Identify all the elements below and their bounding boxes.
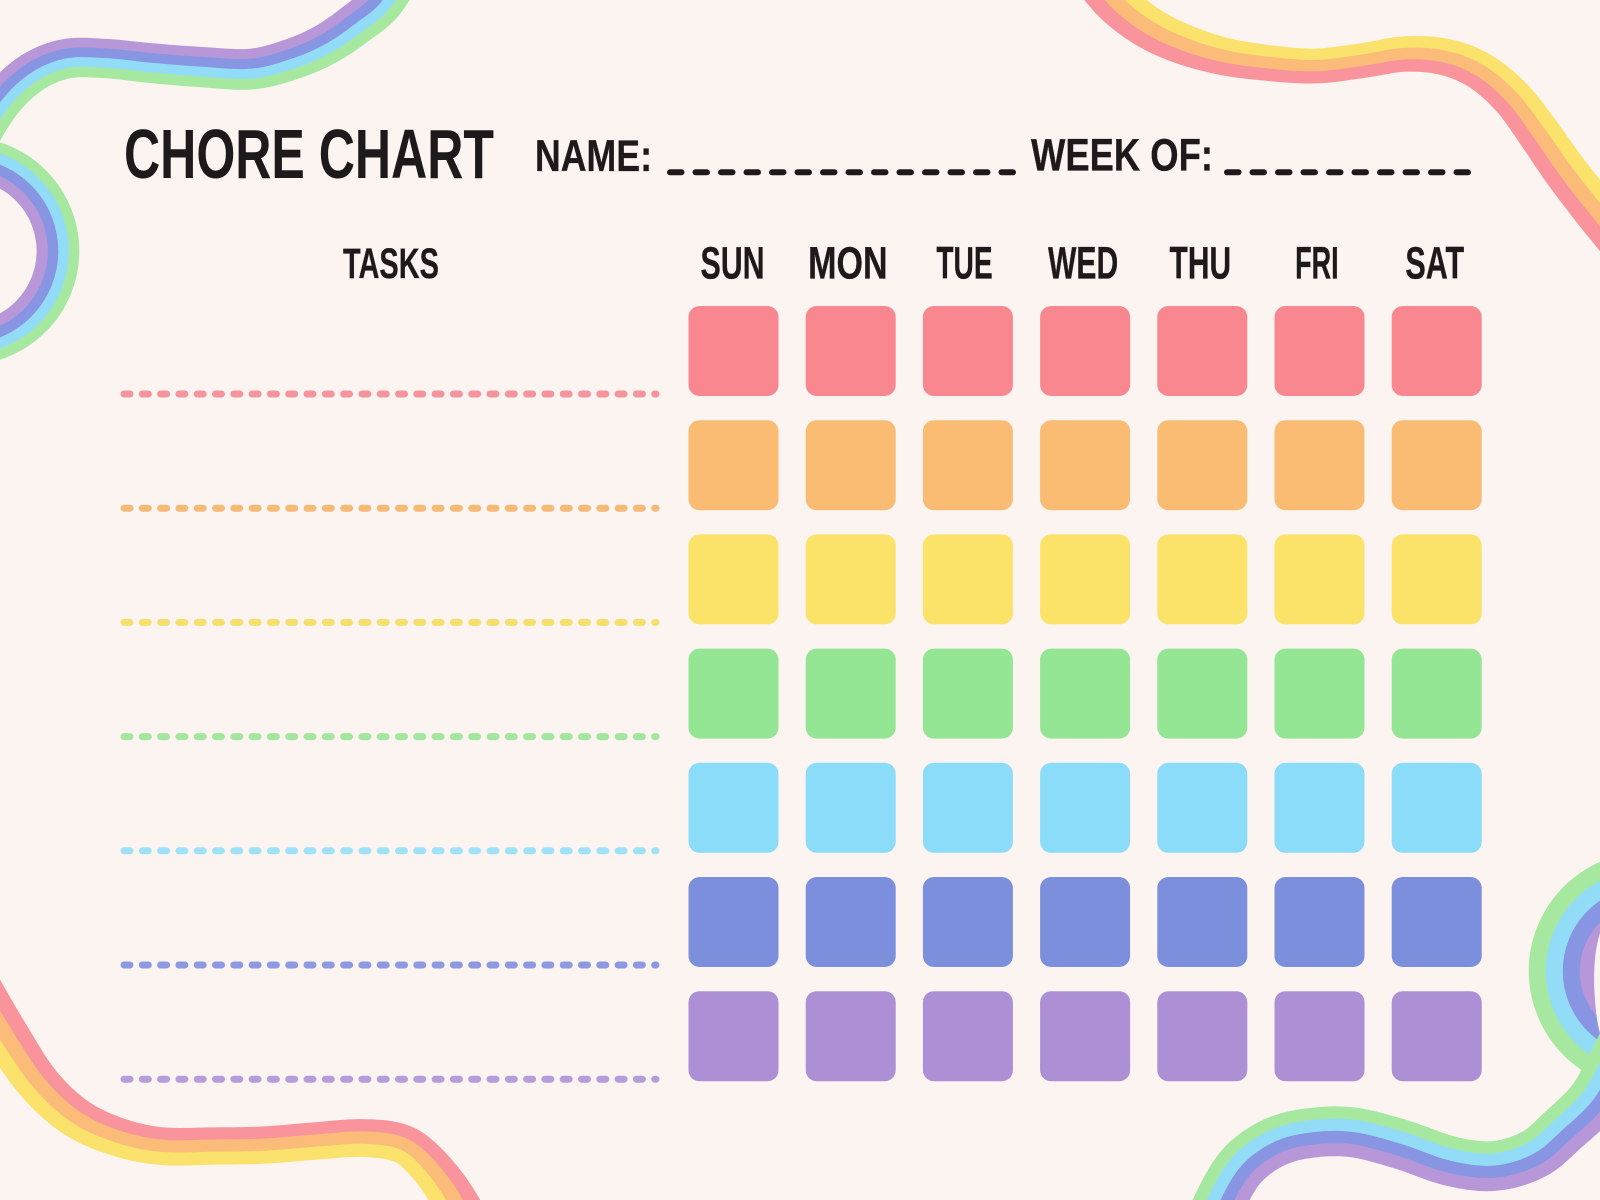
- svg-text:WEEK OF:: WEEK OF:: [1031, 130, 1213, 181]
- svg-text:SUN: SUN: [700, 239, 764, 290]
- svg-text:MON: MON: [808, 238, 887, 289]
- svg-text:WED: WED: [1048, 238, 1118, 289]
- svg-text:SAT: SAT: [1405, 239, 1464, 289]
- svg-text:THU: THU: [1170, 238, 1231, 289]
- svg-text:FRI: FRI: [1295, 237, 1339, 288]
- svg-text:CHORE CHART: CHORE CHART: [124, 115, 494, 193]
- svg-text:TASKS: TASKS: [343, 240, 439, 288]
- svg-text:TUE: TUE: [936, 239, 992, 290]
- svg-text:NAME:: NAME:: [535, 130, 652, 181]
